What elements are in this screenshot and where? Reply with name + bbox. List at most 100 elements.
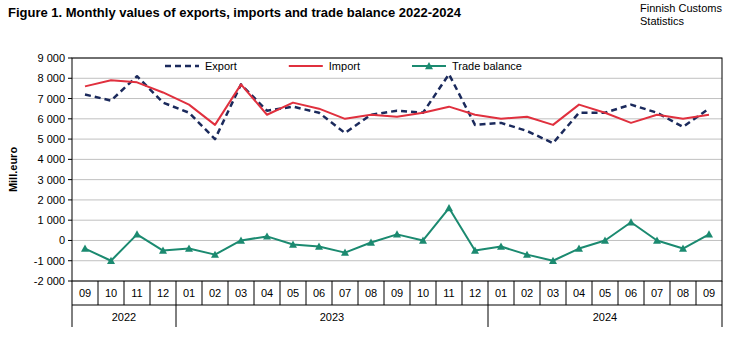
marker	[523, 251, 531, 258]
grid-line	[72, 240, 722, 241]
x-tick-label: 07	[339, 287, 351, 299]
category-separator	[98, 281, 99, 305]
category-separator	[72, 281, 73, 305]
y-tick-label: 5 000	[37, 133, 65, 145]
x-tick-label: 09	[391, 287, 403, 299]
group-separator	[722, 305, 723, 327]
y-tick-label: 2 000	[37, 194, 65, 206]
category-separator	[176, 281, 177, 305]
chart: Figure 1. Monthly values of exports, imp…	[0, 0, 756, 340]
tick-mark	[68, 260, 72, 261]
tick-mark	[68, 78, 72, 79]
marker	[575, 245, 583, 252]
tick-mark	[68, 58, 72, 59]
tick-mark	[68, 118, 72, 119]
marker	[419, 236, 427, 243]
year-label: 2023	[320, 311, 344, 323]
category-separator	[254, 281, 255, 305]
y-tick-label: 4 000	[37, 153, 65, 165]
category-separator	[592, 281, 593, 305]
x-tick-label: 12	[157, 287, 169, 299]
tick-mark	[68, 179, 72, 180]
y-axis-label: Mill.euro	[7, 147, 19, 193]
x-tick-label: 08	[677, 287, 689, 299]
category-separator	[670, 281, 671, 305]
legend-label: Import	[329, 60, 360, 72]
x-tick-label: 09	[79, 287, 91, 299]
y-tick-label: 9 000	[37, 52, 65, 64]
category-separator	[462, 281, 463, 305]
y-tick-label: 1 000	[37, 214, 65, 226]
axis-row-line	[72, 305, 722, 306]
x-tick-label: 01	[183, 287, 195, 299]
grid-line	[72, 179, 722, 180]
category-separator	[514, 281, 515, 305]
category-separator	[124, 281, 125, 305]
series-line	[85, 80, 709, 125]
marker	[367, 238, 375, 245]
marker	[601, 236, 609, 243]
category-separator	[696, 281, 697, 305]
category-separator	[384, 281, 385, 305]
grid-line	[72, 139, 722, 140]
category-separator	[280, 281, 281, 305]
year-label: 2024	[593, 311, 617, 323]
category-separator	[618, 281, 619, 305]
y-tick-label: 6 000	[37, 113, 65, 125]
legend-swatch	[289, 65, 323, 67]
group-separator	[488, 305, 489, 327]
marker	[549, 257, 557, 264]
grid-line	[72, 159, 722, 160]
series-line	[85, 208, 709, 261]
grid-line	[72, 78, 722, 79]
source-note: Finnish Customs	[640, 2, 722, 14]
x-tick-label: 11	[443, 287, 454, 299]
marker	[627, 218, 635, 225]
marker	[289, 241, 297, 248]
x-tick-label: 10	[417, 287, 429, 299]
x-tick-label: 01	[495, 287, 507, 299]
grid-line	[72, 220, 722, 221]
marker	[471, 247, 479, 254]
marker	[159, 247, 167, 254]
marker	[445, 204, 453, 211]
source-note: Statistics	[640, 15, 685, 27]
group-separator	[176, 305, 177, 327]
x-tick-label: 06	[313, 287, 325, 299]
legend-label: Trade balance	[452, 60, 522, 72]
marker	[679, 245, 687, 252]
marker	[263, 232, 271, 239]
marker	[705, 230, 713, 237]
category-separator	[332, 281, 333, 305]
y-tick-label: -2 000	[34, 275, 65, 287]
marker	[497, 243, 505, 250]
x-tick-label: 04	[261, 287, 273, 299]
category-separator	[150, 281, 151, 305]
year-label: 2022	[112, 311, 136, 323]
x-tick-label: 05	[599, 287, 611, 299]
y-tick-label: 7 000	[37, 93, 65, 105]
tick-mark	[68, 281, 72, 282]
marker	[393, 230, 401, 237]
category-separator	[436, 281, 437, 305]
marker	[653, 236, 661, 243]
category-separator	[228, 281, 229, 305]
x-tick-label: 03	[547, 287, 559, 299]
tick-mark	[68, 199, 72, 200]
legend-swatch	[165, 65, 199, 68]
plot-area	[81, 74, 713, 264]
plot-frame	[72, 58, 722, 281]
x-tick-label: 09	[703, 287, 715, 299]
y-tick-label: 3 000	[37, 174, 65, 186]
y-tick-label: 8 000	[37, 72, 65, 84]
tick-mark	[68, 139, 72, 140]
x-tick-label: 04	[573, 287, 585, 299]
tick-mark	[68, 98, 72, 99]
x-tick-label: 12	[469, 287, 481, 299]
marker	[341, 249, 349, 256]
legend-marker	[425, 62, 433, 69]
title: Figure 1. Monthly values of exports, imp…	[8, 5, 462, 20]
grid-line	[72, 260, 722, 261]
grid-line	[72, 118, 722, 119]
marker	[133, 230, 141, 237]
